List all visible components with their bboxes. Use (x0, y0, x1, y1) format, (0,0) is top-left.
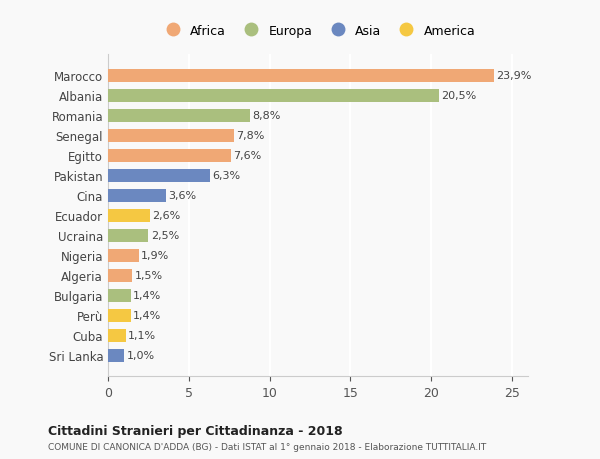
Bar (108, 169, 210, 182)
Bar (108, 90, 439, 102)
Text: 3,6%: 3,6% (169, 191, 197, 201)
Text: 2,5%: 2,5% (151, 231, 179, 241)
Text: 2,6%: 2,6% (152, 211, 181, 221)
Bar (108, 150, 231, 162)
Legend: Africa, Europa, Asia, America: Africa, Europa, Asia, America (155, 20, 481, 43)
Text: 6,3%: 6,3% (212, 171, 241, 181)
Bar (108, 70, 494, 83)
Text: 1,1%: 1,1% (128, 330, 157, 340)
Text: Cittadini Stranieri per Cittadinanza - 2018: Cittadini Stranieri per Cittadinanza - 2… (48, 425, 343, 437)
Text: 7,8%: 7,8% (236, 131, 265, 141)
Bar (108, 129, 234, 142)
Text: 20,5%: 20,5% (442, 91, 477, 101)
Text: 7,6%: 7,6% (233, 151, 262, 161)
Text: 1,4%: 1,4% (133, 310, 161, 320)
Bar (108, 269, 132, 282)
Text: 1,5%: 1,5% (134, 270, 163, 280)
Bar (108, 309, 131, 322)
Bar (108, 249, 139, 262)
Bar (108, 329, 126, 342)
Bar (108, 189, 166, 202)
Bar (108, 229, 148, 242)
Bar (108, 349, 124, 362)
Bar (108, 289, 131, 302)
Text: 8,8%: 8,8% (253, 111, 281, 121)
Bar (108, 110, 250, 123)
Text: COMUNE DI CANONICA D'ADDA (BG) - Dati ISTAT al 1° gennaio 2018 - Elaborazione TU: COMUNE DI CANONICA D'ADDA (BG) - Dati IS… (48, 442, 486, 451)
Text: 1,4%: 1,4% (133, 291, 161, 301)
Bar (108, 209, 150, 222)
Text: 1,0%: 1,0% (127, 350, 155, 360)
Text: 1,9%: 1,9% (141, 251, 169, 261)
Text: 23,9%: 23,9% (496, 71, 532, 81)
